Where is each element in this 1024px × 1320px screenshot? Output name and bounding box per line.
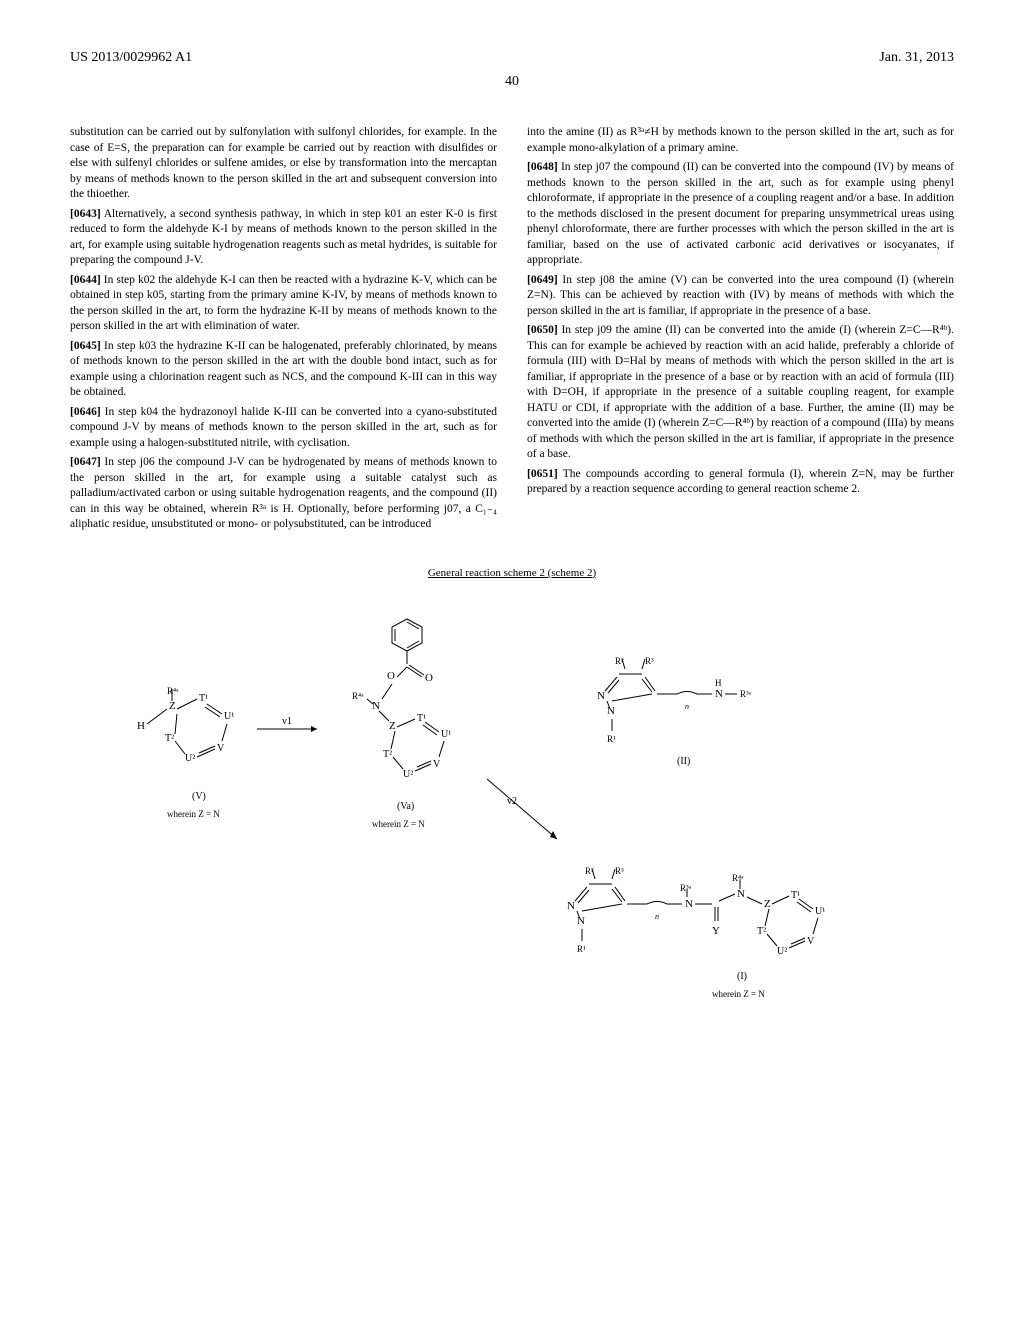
svg-text:R³ᵃ: R³ᵃ — [680, 883, 692, 893]
svg-text:R⁴ᵃ: R⁴ᵃ — [732, 873, 744, 883]
patent-date: Jan. 31, 2013 — [879, 50, 954, 66]
svg-text:Z: Z — [389, 720, 396, 732]
para-text: In step k02 the aldehyde K-I can then be… — [70, 274, 497, 333]
svg-text:V: V — [217, 743, 225, 754]
svg-text:R³: R³ — [615, 866, 624, 876]
svg-text:R³: R³ — [645, 656, 654, 666]
page-number: 40 — [70, 74, 954, 90]
paragraph-0651: [0651] The compounds according to genera… — [527, 467, 954, 498]
mol-va-subtext: wherein Z = N — [372, 819, 425, 829]
para-num: [0649] — [527, 274, 558, 286]
svg-text:N: N — [567, 900, 575, 912]
svg-text:Z: Z — [169, 700, 176, 712]
svg-text:R¹: R¹ — [607, 734, 616, 744]
svg-text:T¹: T¹ — [791, 890, 800, 901]
svg-text:U¹: U¹ — [224, 711, 234, 722]
svg-text:T¹: T¹ — [199, 693, 208, 704]
svg-text:N: N — [577, 915, 585, 927]
svg-text:V: V — [433, 759, 441, 770]
svg-text:R³ᵃ: R³ᵃ — [740, 689, 752, 699]
paragraph-0649: [0649] In step j08 the amine (V) can be … — [527, 273, 954, 320]
paragraph-0648: [0648] In step j07 the compound (II) can… — [527, 160, 954, 269]
reaction-scheme: General reaction scheme 2 (scheme 2) H Z… — [70, 567, 954, 1024]
svg-text:U²: U² — [777, 946, 787, 957]
mol-ii-label: (II) — [677, 756, 690, 767]
svg-text:O: O — [387, 670, 395, 682]
svg-text:N: N — [685, 898, 693, 910]
para-num: [0650] — [527, 324, 558, 336]
para-text: In step j07 the compound (II) can be con… — [527, 161, 954, 266]
svg-text:Z: Z — [764, 898, 771, 910]
paragraph-0647: [0647] In step j06 the compound J-V can … — [70, 455, 497, 533]
para-text: The compounds according to general formu… — [527, 468, 954, 496]
svg-text:T²: T² — [757, 926, 766, 937]
svg-text:N: N — [607, 705, 615, 717]
mol-va-label: (Va) — [397, 801, 414, 812]
paragraph-0650: [0650] In step j09 the amine (II) can be… — [527, 323, 954, 463]
para-num: [0651] — [527, 468, 558, 480]
svg-text:v1: v1 — [282, 716, 292, 727]
para-text: In step j08 the amine (V) can be convert… — [527, 274, 954, 317]
svg-text:T²: T² — [383, 749, 392, 760]
patent-number: US 2013/0029962 A1 — [70, 50, 192, 66]
para-num: [0645] — [70, 340, 101, 352]
content-columns: substitution can be carried out by sulfo… — [70, 125, 954, 537]
mol-i-label: (I) — [737, 971, 747, 982]
para-text: In step j06 the compound J-V can be hydr… — [70, 456, 497, 530]
svg-text:N: N — [715, 688, 723, 700]
para-num: [0643] — [70, 208, 101, 220]
intro-text: substitution can be carried out by sulfo… — [70, 125, 497, 203]
para-num: [0648] — [527, 161, 558, 173]
scheme-svg: H Z R⁴ᵃ T¹ U¹ V U² T² (V) wherein Z = N … — [87, 599, 937, 1019]
mol-v-label: (V) — [192, 791, 206, 802]
svg-text:n: n — [655, 912, 659, 921]
svg-text:N: N — [597, 690, 605, 702]
svg-text:T¹: T¹ — [417, 713, 426, 724]
svg-text:U²: U² — [403, 769, 413, 780]
svg-text:U²: U² — [185, 753, 195, 764]
mol-i-subtext: wherein Z = N — [712, 989, 765, 999]
svg-text:N: N — [737, 888, 745, 900]
svg-text:R⁴ᵃ: R⁴ᵃ — [352, 691, 364, 701]
intro-text-right: into the amine (II) as R³ᵃ≠H by methods … — [527, 125, 954, 156]
svg-text:v2: v2 — [507, 796, 517, 807]
left-column: substitution can be carried out by sulfo… — [70, 125, 497, 537]
scheme-title: General reaction scheme 2 (scheme 2) — [70, 567, 954, 579]
svg-text:R¹: R¹ — [577, 944, 586, 954]
para-num: [0646] — [70, 406, 101, 418]
svg-text:U¹: U¹ — [441, 729, 451, 740]
paragraph-0646: [0646] In step k04 the hydrazonoyl halid… — [70, 405, 497, 452]
svg-text:U¹: U¹ — [815, 906, 825, 917]
svg-text:Y: Y — [712, 925, 720, 937]
para-num: [0644] — [70, 274, 101, 286]
para-num: [0647] — [70, 456, 101, 468]
svg-text:H: H — [137, 720, 145, 732]
para-text: Alternatively, a second synthesis pathwa… — [70, 208, 497, 267]
svg-text:n: n — [685, 702, 689, 711]
para-text: In step k03 the hydrazine K-II can be ha… — [70, 340, 497, 399]
svg-text:V: V — [807, 936, 815, 947]
svg-text:O: O — [425, 672, 433, 684]
svg-text:R⁴ᵃ: R⁴ᵃ — [167, 686, 179, 696]
svg-text:H: H — [715, 678, 722, 688]
para-text: In step j09 the amine (II) can be conver… — [527, 324, 954, 460]
paragraph-0643: [0643] Alternatively, a second synthesis… — [70, 207, 497, 269]
para-text: In step k04 the hydrazonoyl halide K-III… — [70, 406, 497, 449]
svg-text:T²: T² — [165, 733, 174, 744]
mol-v-subtext: wherein Z = N — [167, 809, 220, 819]
paragraph-0644: [0644] In step k02 the aldehyde K-I can … — [70, 273, 497, 335]
right-column: into the amine (II) as R³ᵃ≠H by methods … — [527, 125, 954, 537]
paragraph-0645: [0645] In step k03 the hydrazine K-II ca… — [70, 339, 497, 401]
svg-text:N: N — [372, 700, 380, 712]
